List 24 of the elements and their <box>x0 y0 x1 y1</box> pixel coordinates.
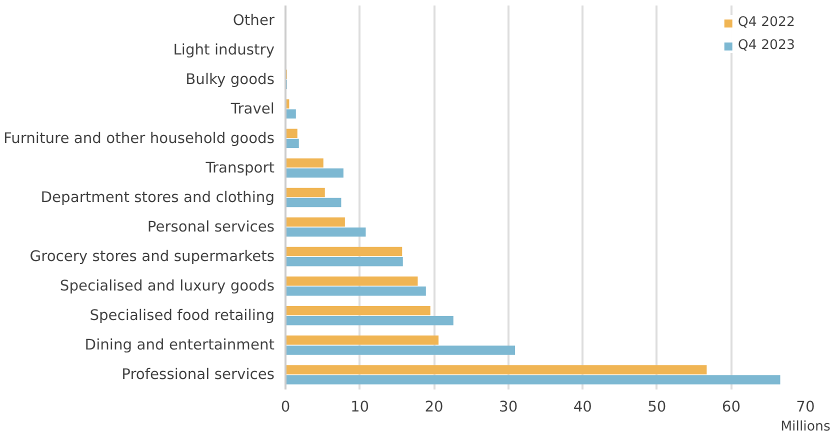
x-tick-label: 40 <box>573 398 592 416</box>
y-tick-label: Transport <box>204 159 275 176</box>
y-tick-label: Specialised food retailing <box>90 307 275 324</box>
x-tick-label: 0 <box>280 398 290 416</box>
x-tick-label: 50 <box>648 398 666 416</box>
x-tick-label: 30 <box>499 398 518 416</box>
x-tick-label: 20 <box>424 398 444 416</box>
y-tick-label: Light industry <box>173 41 275 58</box>
x-axis-title: Millions <box>780 420 830 434</box>
y-tick-label: Professional services <box>122 366 274 384</box>
y-tick-label: Personal services <box>147 218 275 236</box>
y-tick-label: Grocery stores and supermarkets <box>30 248 275 266</box>
y-tick-label: Dining and entertainment <box>84 336 275 354</box>
y-tick-label: Travel <box>230 100 275 118</box>
legend-label: Q4 2023 <box>738 38 795 53</box>
y-tick-label: Furniture and other household goods <box>3 130 274 147</box>
y-tick-label: Specialised and luxury goods <box>60 278 275 295</box>
y-tick-label: Department stores and clothing <box>40 189 275 206</box>
y-tick-label: Bulky goods <box>186 70 274 88</box>
x-tick-label: 70 <box>796 398 815 416</box>
x-tick-label: 60 <box>722 398 741 416</box>
y-tick-label: Other <box>232 12 276 29</box>
legend-label: Q4 2022 <box>738 15 795 30</box>
x-tick-label: 10 <box>350 398 370 416</box>
